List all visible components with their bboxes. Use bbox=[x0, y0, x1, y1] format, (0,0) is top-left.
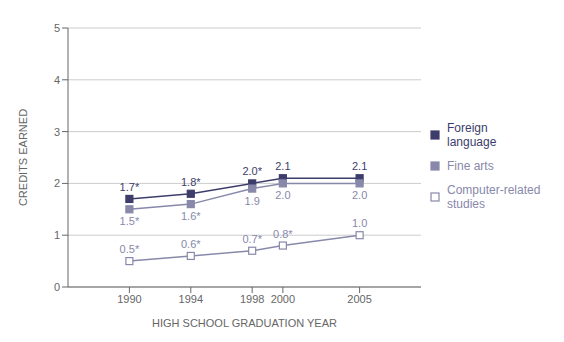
svg-text:1.0: 1.0 bbox=[352, 217, 367, 229]
svg-text:0.7*: 0.7* bbox=[242, 233, 262, 245]
svg-text:1990: 1990 bbox=[117, 293, 141, 305]
svg-text:2.0: 2.0 bbox=[352, 189, 367, 201]
svg-text:1.5*: 1.5* bbox=[120, 215, 140, 227]
svg-text:2.1: 2.1 bbox=[275, 160, 290, 172]
svg-text:0: 0 bbox=[54, 281, 60, 293]
svg-text:3: 3 bbox=[54, 126, 60, 138]
html-text:language: language bbox=[447, 135, 497, 149]
svg-text:1.6*: 1.6* bbox=[181, 210, 201, 222]
html-text:studies: studies bbox=[447, 197, 485, 211]
svg-text:2.0*: 2.0* bbox=[242, 165, 262, 177]
svg-text:2000: 2000 bbox=[271, 293, 295, 305]
html-text:Foreign: Foreign bbox=[447, 121, 488, 135]
svg-text:1.8*: 1.8* bbox=[181, 176, 201, 188]
svg-text:2: 2 bbox=[54, 177, 60, 189]
svg-text:0.8*: 0.8* bbox=[273, 228, 293, 240]
svg-text:1994: 1994 bbox=[179, 293, 203, 305]
svg-text:1: 1 bbox=[54, 229, 60, 241]
svg-text:0.5*: 0.5* bbox=[120, 243, 140, 255]
svg-text:4: 4 bbox=[54, 74, 60, 86]
html-text:Computer-related: Computer-related bbox=[447, 183, 541, 197]
svg-text:1998: 1998 bbox=[240, 293, 264, 305]
svg-text:1.9: 1.9 bbox=[245, 195, 260, 207]
svg-text:0.6*: 0.6* bbox=[181, 238, 201, 250]
svg-text:2.1: 2.1 bbox=[352, 160, 367, 172]
svg-text:1.7*: 1.7* bbox=[120, 181, 140, 193]
svg-text:2.0: 2.0 bbox=[275, 189, 290, 201]
svg-text:CREDITS EARNED: CREDITS EARNED bbox=[17, 109, 29, 206]
html-text:Fine arts: Fine arts bbox=[447, 159, 494, 173]
svg-text:5: 5 bbox=[54, 22, 60, 34]
svg-text:2005: 2005 bbox=[347, 293, 371, 305]
svg-text:HIGH SCHOOL GRADUATION YEAR: HIGH SCHOOL GRADUATION YEAR bbox=[152, 317, 337, 329]
